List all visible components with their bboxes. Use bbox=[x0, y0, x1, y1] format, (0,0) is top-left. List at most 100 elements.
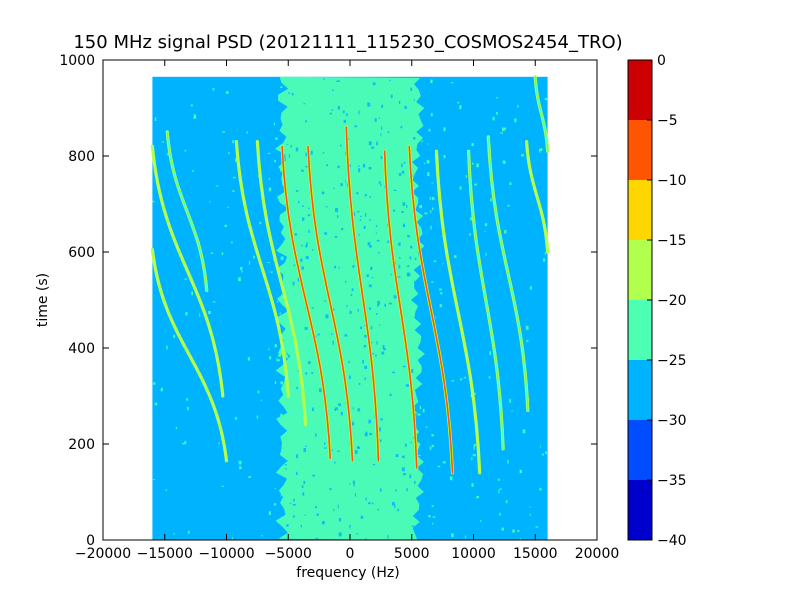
trace-4 bbox=[235, 140, 290, 397]
heatmap-noise-cell bbox=[387, 534, 389, 539]
heatmap-noise-cell bbox=[352, 480, 355, 484]
heatmap-noise-cell bbox=[343, 119, 346, 124]
heatmap-noise-cell bbox=[273, 503, 277, 506]
heatmap-noise-cell bbox=[459, 186, 462, 190]
heatmap-noise-cell bbox=[352, 421, 355, 426]
heatmap-noise-cell bbox=[301, 244, 303, 247]
heatmap-noise-cell bbox=[162, 141, 165, 143]
heatmap-noise-cell bbox=[371, 502, 374, 505]
heatmap-noise-cell bbox=[517, 105, 519, 108]
heatmap-noise-cell bbox=[406, 488, 408, 492]
heatmap-noise-cell bbox=[383, 348, 386, 351]
heatmap-noise-cell bbox=[248, 261, 251, 265]
heatmap-noise-cell bbox=[324, 232, 328, 235]
heatmap-noise-cell bbox=[464, 535, 467, 539]
heatmap-noise-cell bbox=[312, 474, 315, 477]
heatmap-noise-cell bbox=[382, 344, 385, 349]
heatmap-noise-cell bbox=[152, 382, 156, 385]
heatmap-noise-cell bbox=[227, 206, 229, 209]
heatmap-noise-cell bbox=[307, 214, 311, 217]
heatmap-noise-cell bbox=[311, 372, 314, 374]
heatmap-noise-cell bbox=[302, 492, 305, 496]
heatmap-noise-cell bbox=[288, 91, 290, 95]
heatmap-noise-cell bbox=[325, 206, 328, 208]
heatmap-noise-cell bbox=[492, 116, 495, 121]
heatmap-noise-cell bbox=[375, 313, 378, 315]
heatmap-noise-cell bbox=[152, 478, 155, 481]
heatmap-noise-cell bbox=[410, 87, 413, 91]
heatmap-noise-cell bbox=[166, 345, 168, 350]
heatmap-noise-cell bbox=[346, 182, 349, 187]
heatmap-noise-cell bbox=[213, 301, 216, 303]
heatmap-noise-cell bbox=[403, 473, 406, 476]
heatmap-noise-cell bbox=[165, 489, 167, 491]
heatmap-noise-cell bbox=[428, 128, 431, 132]
heatmap-noise-cell bbox=[511, 410, 513, 412]
heatmap-noise-cell bbox=[484, 223, 488, 227]
heatmap-noise-cell bbox=[305, 445, 308, 447]
heatmap-noise-cell bbox=[368, 502, 371, 505]
heatmap-noise-cell bbox=[280, 86, 283, 89]
heatmap-noise-cell bbox=[312, 248, 314, 251]
heatmap-noise-cell bbox=[274, 381, 277, 384]
x-axis-label: frequency (Hz) bbox=[296, 565, 399, 581]
y-axis-ticks: 0 200 400 600 800 1000 bbox=[59, 53, 597, 549]
heatmap-noise-cell bbox=[437, 465, 441, 468]
heatmap-noise-cell bbox=[471, 142, 474, 147]
heatmap-noise-cell bbox=[381, 126, 383, 131]
heatmap-noise-cell bbox=[526, 339, 529, 342]
heatmap-noise-cell bbox=[295, 471, 298, 476]
heatmap-noise-cell bbox=[365, 431, 368, 436]
heatmap-noise-cell bbox=[268, 348, 270, 351]
y-tick-label: 0 bbox=[86, 533, 95, 549]
heatmap-noise-cell bbox=[212, 88, 215, 91]
heatmap-noise-cell bbox=[337, 504, 339, 509]
heatmap-noise-cell bbox=[417, 330, 421, 333]
heatmap-noise-cell bbox=[268, 187, 272, 192]
colorbar-segment bbox=[628, 480, 652, 540]
x-tick-label: −20000 bbox=[75, 546, 131, 562]
heatmap-noise-cell bbox=[274, 160, 276, 163]
heatmap-noise-cell bbox=[333, 509, 335, 512]
heatmap-noise-cell bbox=[358, 233, 360, 236]
heatmap-noise-cell bbox=[173, 533, 175, 535]
heatmap-noise-cell bbox=[479, 520, 482, 522]
heatmap-noise-cell bbox=[516, 530, 520, 532]
heatmap-noise-cell bbox=[280, 399, 283, 402]
heatmap-noise-cell bbox=[342, 110, 345, 114]
heatmap-noise-cell bbox=[406, 205, 408, 208]
heatmap-noise-cell bbox=[302, 205, 304, 207]
heatmap-noise-cell bbox=[380, 183, 382, 187]
heatmap-noise-cell bbox=[303, 480, 306, 485]
heatmap-noise-cell bbox=[363, 225, 366, 230]
heatmap-noise-cell bbox=[288, 154, 290, 158]
heatmap-noise-cell bbox=[199, 313, 201, 318]
heatmap-noise-cell bbox=[354, 450, 358, 454]
heatmap-noise-cell bbox=[186, 398, 189, 401]
heatmap-noise-cell bbox=[357, 165, 360, 167]
heatmap-noise-cell bbox=[334, 461, 336, 464]
heatmap-noise-cell bbox=[352, 265, 355, 268]
heatmap-noise-cell bbox=[414, 299, 418, 303]
heatmap-noise-cell bbox=[368, 419, 371, 424]
heatmap-noise-cell bbox=[231, 537, 233, 540]
heatmap-noise-cell bbox=[419, 205, 423, 209]
heatmap-noise-cell bbox=[341, 227, 344, 231]
trace-15 bbox=[534, 76, 549, 152]
heatmap-noise-cell bbox=[424, 212, 428, 215]
heatmap-noise-cell bbox=[193, 114, 196, 118]
heatmap-noise-cell bbox=[399, 100, 401, 105]
heatmap-noise-cell bbox=[451, 533, 454, 538]
heatmap-noise-cell bbox=[338, 266, 340, 269]
heatmap-noise-cell bbox=[522, 429, 526, 434]
heatmap-noise-cell bbox=[336, 215, 339, 218]
heatmap-noise-cell bbox=[469, 217, 473, 221]
colorbar: −40 −35 −30 −25 −20 −15 −10 −5 0 bbox=[627, 53, 687, 549]
colorbar-segment bbox=[628, 360, 652, 420]
x-tick-label: −10000 bbox=[198, 546, 254, 562]
heatmap-noise-cell bbox=[224, 224, 227, 227]
heatmap-noise-cell bbox=[429, 446, 432, 450]
heatmap-noise-cell bbox=[349, 483, 351, 485]
heatmap-noise-cell bbox=[363, 324, 367, 326]
heatmap-noise-cell bbox=[397, 508, 400, 512]
